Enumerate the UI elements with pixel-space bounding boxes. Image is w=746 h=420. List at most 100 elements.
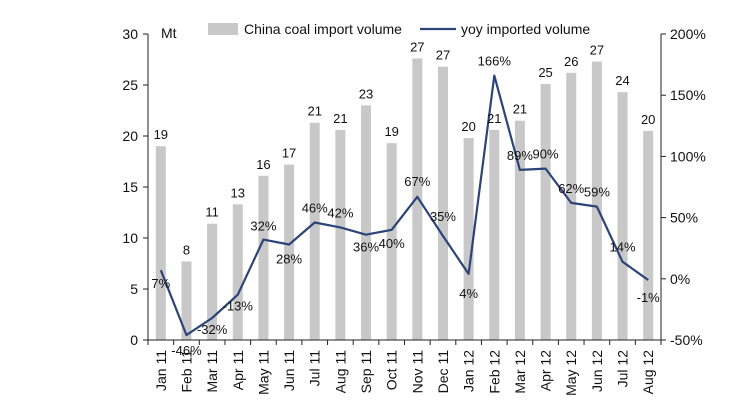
- bar-value-label: 23: [359, 86, 373, 101]
- legend-line-label: yoy imported volume: [461, 21, 590, 37]
- line-value-label: 46%: [302, 200, 328, 215]
- x-tick-label: Mar 11: [204, 350, 220, 393]
- line-value-label: 90%: [533, 147, 559, 162]
- line-value-label: 14%: [610, 240, 636, 255]
- x-tick-label: Sep 11: [358, 350, 374, 394]
- right-tick-label: -50%: [670, 332, 703, 348]
- bar: [335, 129, 346, 340]
- bar: [155, 146, 166, 340]
- x-tick-label: May 12: [563, 350, 579, 396]
- x-tick-label: Jul 11: [307, 350, 323, 387]
- legend: China coal import volume yoy imported vol…: [208, 21, 590, 37]
- bar-value-label: 16: [256, 157, 270, 172]
- bar: [386, 143, 397, 340]
- bar-value-label: 27: [590, 43, 604, 58]
- left-tick-label: 30: [122, 26, 138, 42]
- bar-value-label: 27: [410, 39, 424, 54]
- bar: [463, 138, 474, 340]
- bar-value-label: 25: [538, 65, 552, 80]
- line-value-label: -1%: [637, 290, 661, 305]
- bar: [437, 66, 448, 340]
- x-tick-label: Jan 12: [461, 350, 477, 392]
- left-tick-label: 10: [122, 230, 138, 246]
- x-tick-label: Jul 12: [615, 350, 631, 388]
- line-value-label: 28%: [276, 252, 302, 267]
- legend-bar-label: China coal import volume: [244, 21, 402, 37]
- bar-value-label: 19: [384, 124, 398, 139]
- y-unit-label: Mt: [161, 25, 177, 41]
- bar: [412, 58, 423, 340]
- line-value-label: 89%: [507, 148, 533, 163]
- x-tick-label: Jan 11: [153, 350, 169, 391]
- bar-value-label: 17: [282, 146, 296, 161]
- x-tick-label: Nov 11: [409, 350, 425, 394]
- bar: [361, 105, 372, 341]
- bar: [566, 72, 577, 340]
- bar-value-label: 20: [461, 119, 475, 134]
- bar-value-label: 21: [487, 111, 501, 126]
- right-tick-label: 100%: [670, 148, 706, 164]
- labels-layer: 19 8 11 13 16 17 21 21 23 19 27 27 20 21 21 25 26 27 24 20 7…: [151, 39, 660, 358]
- right-tick-label: 150%: [670, 87, 706, 103]
- bar: [258, 175, 269, 340]
- x-tick-label: Apr 12: [538, 350, 554, 391]
- line-value-label: -13%: [223, 299, 254, 314]
- x-tick-label: May 11: [255, 350, 271, 395]
- x-tick-label: Oct 11: [384, 350, 400, 390]
- bar-value-label: 11: [205, 205, 219, 220]
- right-tick-label: 200%: [670, 26, 706, 42]
- x-tick-label: Apr 11: [230, 350, 246, 390]
- bar: [309, 122, 320, 341]
- left-tick-label: 15: [122, 179, 138, 195]
- left-tick-label: 5: [130, 281, 138, 297]
- bar-value-label: 13: [231, 185, 245, 200]
- line-value-label: 32%: [250, 219, 276, 234]
- x-tick-label: Dec 11: [435, 350, 451, 394]
- right-tick-label: 50%: [670, 210, 698, 226]
- x-tick-label: Aug 11: [332, 350, 348, 394]
- bar: [591, 61, 602, 340]
- right-tick-label: 0%: [670, 271, 690, 287]
- line-value-label: 67%: [404, 174, 430, 189]
- bar: [540, 83, 551, 340]
- x-tick-label: Feb 11: [178, 350, 194, 393]
- left-tick-label: 25: [122, 77, 138, 93]
- axes-layer: 0 5 10 15 20 25 30 -50% 0% 50% 100% 150% 200% Jan 11 F…: [122, 25, 705, 396]
- bar-value-label: 20: [641, 112, 655, 127]
- x-tick-label: Aug 12: [640, 350, 656, 395]
- bar: [232, 204, 243, 340]
- bars-layer: [155, 58, 654, 341]
- bar: [643, 130, 654, 340]
- left-tick-label: 20: [122, 128, 138, 144]
- bar-value-label: 8: [183, 242, 190, 257]
- line-value-label: 42%: [327, 205, 353, 220]
- line-value-label: 62%: [558, 181, 584, 196]
- line-value-label: 4%: [459, 286, 478, 301]
- left-tick-label: 0: [130, 332, 138, 348]
- line-value-label: -46%: [171, 343, 202, 358]
- bar: [181, 261, 192, 340]
- bar: [617, 92, 628, 340]
- x-tick-label: Jun 11: [281, 350, 297, 391]
- x-tick-label: Jun 12: [589, 350, 605, 392]
- x-tick-label: Feb 12: [486, 350, 502, 394]
- bar-value-label: 21: [307, 104, 321, 119]
- bar-value-label: 27: [436, 48, 450, 63]
- bar: [514, 120, 525, 340]
- bar: [284, 164, 295, 340]
- line-layer: [159, 74, 649, 337]
- line-value-label: 7%: [151, 276, 170, 291]
- bar: [489, 129, 500, 340]
- line-value-label: 36%: [353, 240, 379, 255]
- line-value-label: 166%: [478, 54, 512, 69]
- line-value-label: 40%: [379, 236, 405, 251]
- bar-value-label: 21: [333, 111, 347, 126]
- line-value-label: 35%: [430, 209, 456, 224]
- legend-bar-swatch: [208, 23, 238, 35]
- x-tick-label: Mar 12: [512, 350, 528, 394]
- bar-value-label: 21: [513, 102, 527, 117]
- line-value-label: -32%: [197, 322, 228, 337]
- line-value-label: 59%: [584, 185, 610, 200]
- bar-value-label: 24: [615, 73, 629, 88]
